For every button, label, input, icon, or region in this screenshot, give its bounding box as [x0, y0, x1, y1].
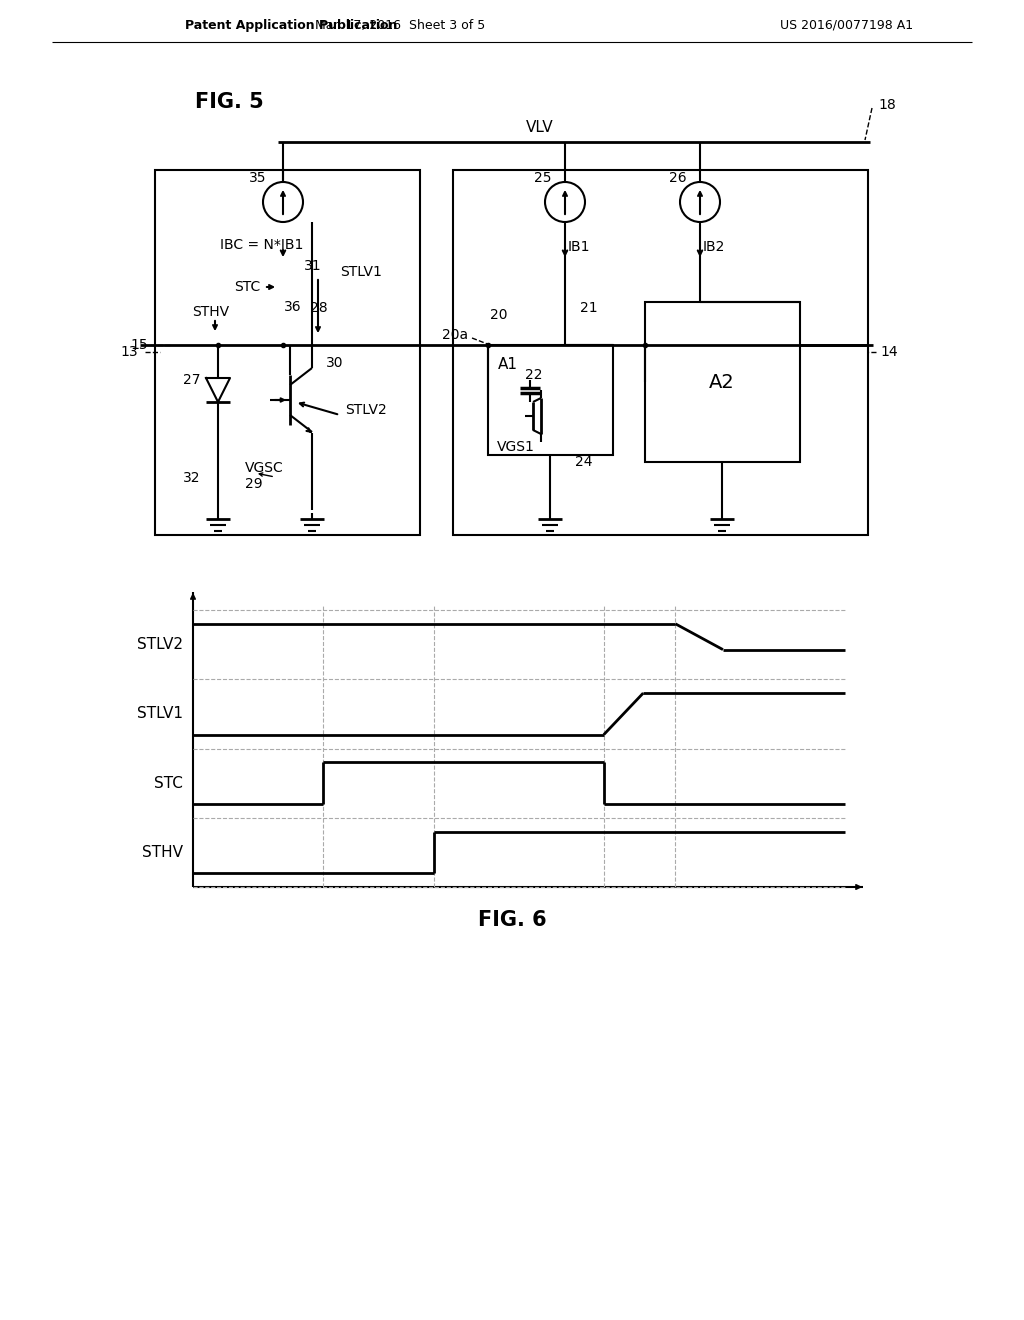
Text: 36: 36: [284, 300, 302, 314]
Text: 26: 26: [670, 172, 687, 185]
Text: 13: 13: [121, 345, 138, 359]
Text: 21: 21: [580, 301, 598, 315]
Text: 14: 14: [880, 345, 898, 359]
Text: STLV2: STLV2: [345, 403, 387, 417]
Text: VGS1: VGS1: [497, 440, 535, 454]
Circle shape: [545, 182, 585, 222]
Text: 20a: 20a: [442, 327, 468, 342]
Text: STHV: STHV: [193, 305, 229, 319]
Text: STLV1: STLV1: [340, 265, 382, 279]
Polygon shape: [206, 378, 230, 403]
Bar: [645, 302, 800, 462]
Text: 31: 31: [304, 259, 322, 273]
Text: 20: 20: [490, 308, 508, 322]
Text: 18: 18: [878, 98, 896, 112]
Text: STC: STC: [155, 776, 183, 791]
Text: A2: A2: [710, 372, 735, 392]
Bar: [453, 170, 868, 535]
Text: VGSC: VGSC: [245, 461, 284, 475]
Text: US 2016/0077198 A1: US 2016/0077198 A1: [780, 18, 913, 32]
Text: 35: 35: [249, 172, 266, 185]
Bar: [155, 170, 420, 535]
Text: Mar. 17, 2016  Sheet 3 of 5: Mar. 17, 2016 Sheet 3 of 5: [314, 18, 485, 32]
Text: IB1: IB1: [568, 240, 591, 253]
Text: STC: STC: [234, 280, 260, 294]
Text: 30: 30: [326, 356, 343, 370]
Text: 24: 24: [575, 455, 593, 469]
Text: STLV1: STLV1: [137, 706, 183, 721]
Text: Patent Application Publication: Patent Application Publication: [185, 18, 397, 32]
Text: STLV2: STLV2: [137, 638, 183, 652]
Text: FIG. 6: FIG. 6: [477, 909, 547, 931]
Text: 29: 29: [245, 477, 262, 491]
Circle shape: [680, 182, 720, 222]
Text: IB2: IB2: [703, 240, 725, 253]
Text: VLV: VLV: [526, 120, 554, 136]
Text: 25: 25: [535, 172, 552, 185]
Text: 27: 27: [182, 374, 200, 387]
Text: IBC = N*IB1: IBC = N*IB1: [220, 238, 303, 252]
Bar: [488, 345, 613, 455]
Text: 28: 28: [310, 301, 328, 315]
Text: 32: 32: [182, 471, 200, 484]
Text: FIG. 5: FIG. 5: [195, 92, 264, 112]
Circle shape: [263, 182, 303, 222]
Text: STHV: STHV: [142, 845, 183, 859]
Text: A1: A1: [498, 356, 518, 372]
Text: 22: 22: [525, 368, 543, 381]
Text: 15: 15: [130, 338, 148, 352]
